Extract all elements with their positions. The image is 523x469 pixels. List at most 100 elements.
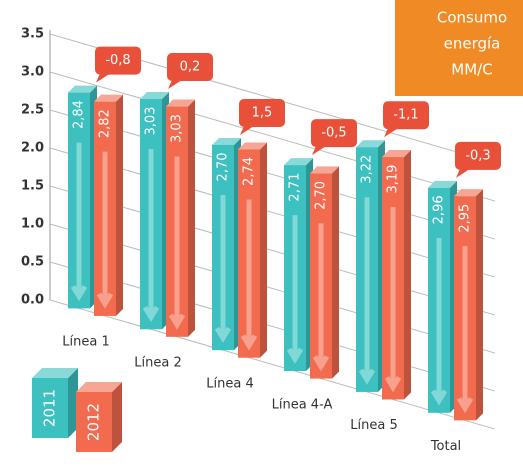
grid-line	[49, 147, 496, 278]
annotation: -0,3	[465, 148, 490, 163]
bar-side	[332, 166, 339, 379]
annotation: -0,5	[321, 126, 346, 141]
bar-arrow	[456, 246, 474, 414]
value-label: 3,03	[170, 114, 185, 143]
x-tick-label: Línea 4	[206, 376, 253, 391]
callout	[239, 98, 285, 127]
bar-arrow	[214, 194, 232, 344]
value-label: 2,70	[314, 181, 329, 210]
bar-side	[476, 189, 483, 421]
legend-side	[112, 382, 122, 452]
callout-tail	[384, 128, 398, 138]
bar-top	[356, 140, 385, 148]
grid-line	[49, 261, 496, 392]
y-tick-label: 3.0	[21, 65, 44, 80]
y-tick-label: 3.5	[21, 27, 44, 42]
legend-swatch	[76, 392, 112, 452]
y-tick-label: 2.5	[21, 103, 44, 118]
bar-side	[260, 142, 267, 358]
value-label: 2,82	[98, 109, 113, 138]
bar-top	[140, 92, 169, 100]
bar-group: 3,03 3,03	[140, 92, 195, 337]
x-tick-label: Línea 5	[350, 418, 397, 433]
x-tick-label: Total	[430, 439, 461, 454]
bar-top	[94, 94, 123, 102]
callout	[95, 46, 141, 75]
bar-arrow	[384, 207, 402, 393]
bar-arrow	[430, 237, 448, 406]
bar-arrow	[168, 156, 186, 330]
callout	[455, 141, 501, 170]
annotation: -0,8	[105, 53, 130, 68]
x-tick-label: Línea 2	[134, 356, 181, 371]
bar-group: 2,70 2,74	[212, 137, 267, 358]
legend-top	[76, 382, 122, 392]
callout-tail	[168, 80, 182, 90]
bar-top	[284, 158, 313, 166]
bar-group: 2,71 2,70	[284, 158, 339, 379]
bar-top	[428, 180, 457, 188]
value-label: 2,70	[216, 152, 231, 181]
value-label: 3,22	[360, 155, 375, 184]
bar-arrow	[312, 223, 330, 372]
bar-side	[404, 150, 411, 400]
value-label: 2,74	[242, 157, 257, 186]
callout-tail	[240, 125, 254, 135]
value-label: 3,03	[144, 107, 159, 136]
grid-line	[49, 185, 496, 316]
bar-top	[238, 142, 267, 150]
callout	[167, 53, 213, 82]
grid-line	[49, 223, 496, 354]
chart-title: energía	[444, 35, 501, 53]
callout	[311, 119, 357, 148]
bar-group: 3,22 3,19	[356, 140, 411, 400]
annotation: 1,5	[252, 105, 273, 120]
grid-line	[49, 71, 496, 202]
value-label: 2,96	[432, 195, 447, 224]
value-label: 2,95	[458, 204, 473, 233]
callout-tail	[456, 168, 470, 178]
grid-line	[49, 299, 496, 430]
callout-tail	[96, 73, 110, 83]
bar-arrow	[286, 215, 304, 364]
y-tick-label: 1.0	[21, 217, 44, 232]
legend-side	[68, 368, 78, 438]
callout-tail	[312, 146, 326, 156]
annotation: 0,2	[180, 60, 201, 75]
bar-arrow	[70, 142, 88, 302]
bar-top	[310, 166, 339, 174]
bar-arrow	[240, 199, 258, 351]
x-tick-label: Línea 1	[62, 335, 109, 350]
value-label: 2,71	[288, 173, 303, 202]
bar-top	[382, 150, 411, 158]
bar-top	[212, 137, 241, 145]
callout	[383, 101, 429, 130]
annotation: -1,1	[393, 108, 418, 123]
bar-top	[454, 189, 483, 197]
bar-side	[188, 99, 195, 337]
bar-arrow	[358, 197, 376, 385]
legend-swatch	[32, 378, 68, 438]
bar-side	[116, 94, 123, 316]
y-tick-label: 1.5	[21, 179, 44, 194]
chart-title: MM/C	[451, 61, 492, 79]
x-tick-label: Línea 4-A	[272, 397, 333, 412]
y-tick-label: 2.0	[21, 141, 44, 156]
legend-top	[32, 368, 78, 378]
bar-group: 2,96 2,95	[428, 180, 483, 421]
value-label: 2,84	[72, 100, 87, 129]
legend-label: 2012	[85, 403, 103, 441]
chart-title: Consumo	[437, 9, 507, 27]
bar-arrow	[96, 151, 114, 309]
y-tick-label: 0.5	[21, 255, 44, 270]
title-box	[395, 0, 523, 96]
bar-top	[166, 99, 195, 107]
bar-arrow	[142, 149, 160, 323]
grid-line	[49, 109, 496, 240]
y-tick-label: 0.0	[21, 293, 44, 308]
bar-group: 2,84 2,82	[68, 85, 123, 316]
bar-top	[68, 85, 97, 93]
value-label: 3,19	[386, 165, 401, 194]
legend-label: 2011	[41, 389, 59, 427]
